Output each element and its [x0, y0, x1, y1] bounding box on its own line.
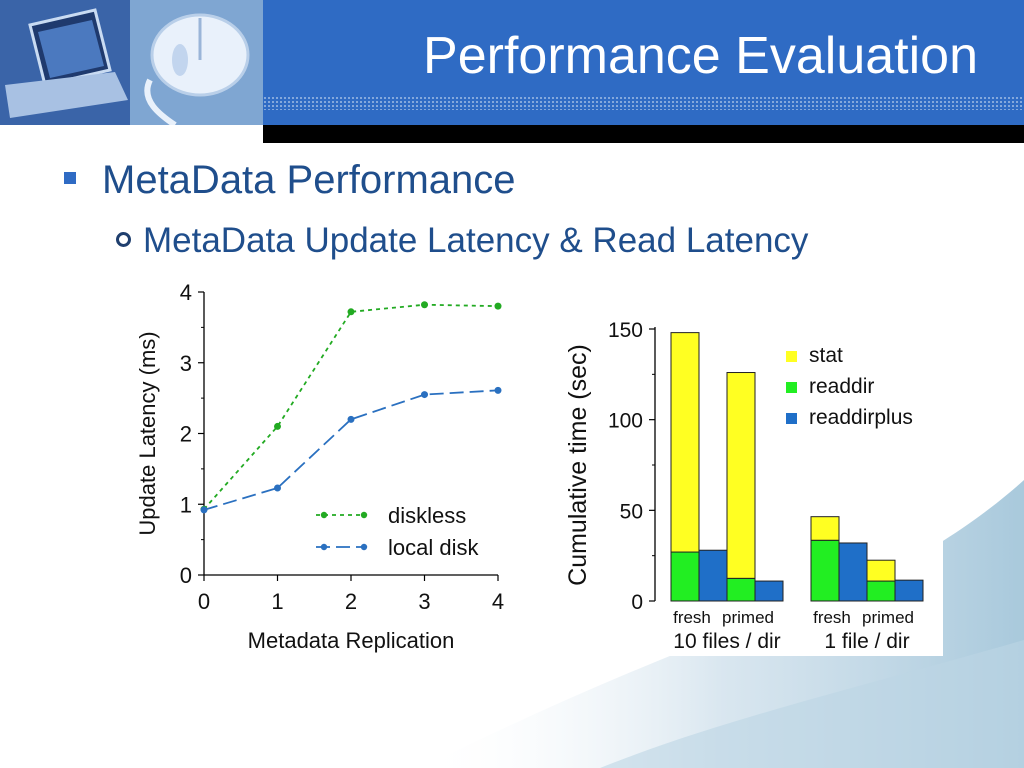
- y-tick-label: 100: [608, 410, 643, 433]
- y-axis-label: Update Latency (ms): [135, 331, 160, 535]
- laptop-and-mouse-image: [0, 0, 263, 125]
- series-line-local-disk: [203, 389, 499, 511]
- slide-header: Performance Evaluation: [0, 0, 1024, 143]
- legend-label: readdirplus: [809, 406, 913, 429]
- legend-label: local disk: [388, 535, 479, 560]
- data-point: [494, 386, 502, 394]
- bar-sublabel: primed: [722, 608, 774, 627]
- legend-label: readdir: [809, 375, 874, 398]
- x-tick-label: 3: [418, 589, 430, 614]
- header-photo: [0, 0, 263, 125]
- update-latency-chart: 0 1 2 3 4 0 1 2 3 4 Metadata Replication Update Lat…: [133, 277, 513, 657]
- bar-segment-stat: [810, 516, 840, 541]
- bar-segment-stat: [726, 372, 756, 579]
- data-point: [421, 391, 428, 399]
- x-tick-label: 1: [271, 589, 283, 614]
- bar-segment-readdir: [810, 539, 840, 602]
- legend-label: stat: [809, 344, 843, 367]
- bar-segment-readdirplus: [838, 542, 868, 602]
- data-point: [274, 422, 281, 430]
- y-tick-label: 1: [180, 492, 192, 517]
- x-tick-label: 4: [492, 589, 504, 614]
- header-band: [263, 125, 1024, 143]
- bar-segment-readdir: [670, 551, 700, 602]
- x-tick-label: 0: [198, 589, 210, 614]
- bar-segment-readdirplus: [698, 549, 728, 602]
- group-label: 10 files / dir: [673, 630, 780, 653]
- y-tick-label: 50: [620, 500, 643, 523]
- title-dot-pattern: [263, 96, 1024, 110]
- ring-bullet-icon: [116, 232, 131, 248]
- series-line-diskless: [203, 303, 499, 510]
- legend-label: diskless: [388, 503, 466, 528]
- y-tick-label: 4: [180, 280, 192, 305]
- legend-marker: [320, 511, 328, 519]
- bar-segment-readdir: [726, 577, 756, 602]
- y-tick-label: 0: [180, 563, 192, 588]
- y-tick-label: 3: [180, 351, 192, 376]
- bullet-text: MetaData Performance: [102, 158, 516, 202]
- x-axis-label: Metadata Replication: [248, 628, 455, 653]
- bar-segment-stat: [670, 332, 700, 553]
- y-tick-label: 2: [180, 422, 192, 447]
- data-point: [200, 506, 208, 514]
- y-tick-label: 150: [608, 319, 643, 342]
- legend-marker: [320, 543, 328, 551]
- bullet-level-1: MetaData Performance: [64, 156, 516, 204]
- data-point: [274, 484, 281, 492]
- y-axis-label: Cumulative time (sec): [564, 344, 592, 586]
- legend-swatch: [786, 351, 797, 362]
- bar-sublabel: fresh: [673, 608, 711, 627]
- bullet-level-2: MetaData Update Latency & Read Latency: [116, 220, 808, 262]
- legend-marker: [360, 543, 368, 551]
- data-point: [494, 302, 502, 310]
- bar-segment-readdir: [866, 580, 896, 602]
- bar-sublabel: fresh: [813, 608, 851, 627]
- y-tick-label: 0: [631, 591, 643, 614]
- bar-segment-stat: [866, 559, 896, 582]
- square-bullet-icon: [64, 172, 76, 185]
- group-label: 1 file / dir: [824, 630, 909, 653]
- bar-sublabel: primed: [862, 608, 914, 627]
- bar-segment-readdirplus: [754, 580, 784, 602]
- legend-swatch: [786, 382, 797, 393]
- cumulative-time-chart: 0 50 100 150 Cumulative time (sec) fresh prime…: [543, 296, 943, 656]
- page-title: Performance Evaluation: [423, 27, 978, 85]
- chart-background: [133, 277, 513, 657]
- data-point: [347, 308, 355, 316]
- bar-segment-readdirplus: [894, 579, 924, 602]
- legend-swatch: [786, 413, 797, 424]
- x-tick-label: 2: [345, 589, 357, 614]
- data-point: [421, 301, 428, 309]
- legend-marker: [360, 511, 368, 519]
- bullet-text: MetaData Update Latency & Read Latency: [143, 221, 809, 260]
- data-point: [347, 415, 355, 423]
